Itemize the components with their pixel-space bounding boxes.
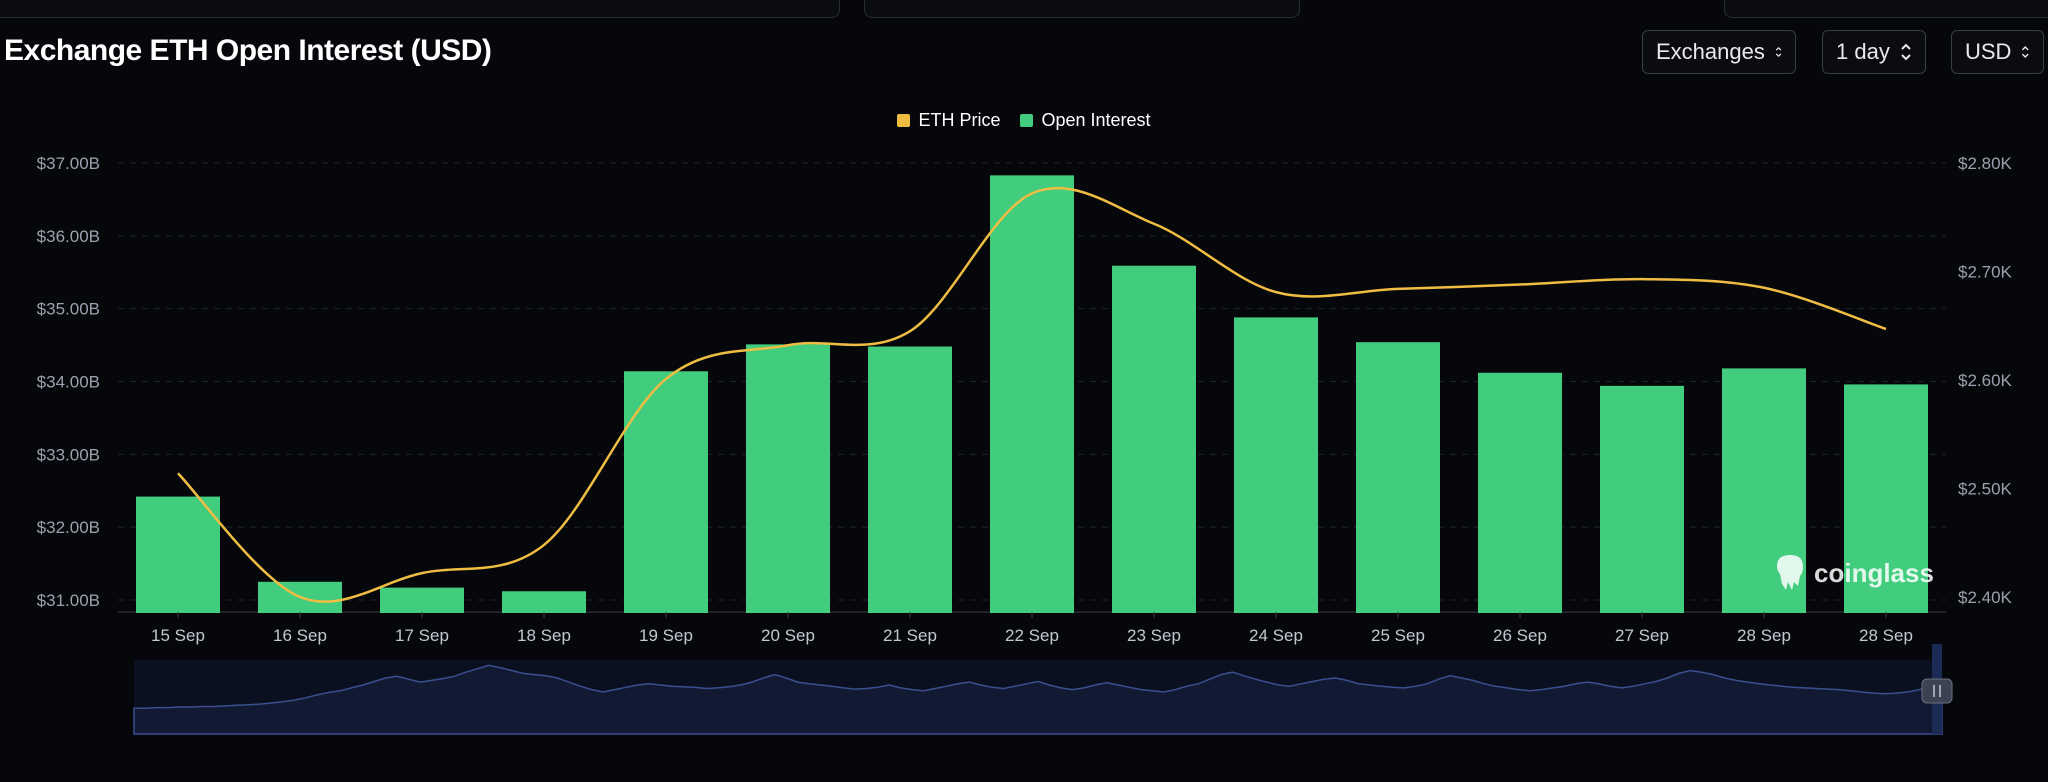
x-tick-label: 21 Sep xyxy=(883,626,937,645)
x-tick-label: 17 Sep xyxy=(395,626,449,645)
open-interest-bar xyxy=(624,371,708,613)
x-tick-label: 28 Sep xyxy=(1859,626,1913,645)
interval-select[interactable]: 1 day xyxy=(1822,30,1926,74)
y-right-tick-label: $2.80K xyxy=(1958,154,2013,173)
top-card-1 xyxy=(0,0,840,18)
open-interest-bar xyxy=(1112,265,1196,613)
page-title: Exchange ETH Open Interest (USD) xyxy=(4,34,492,67)
y-left-tick-label: $34.00B xyxy=(37,373,100,392)
x-tick-label: 16 Sep xyxy=(273,626,327,645)
interval-select-label: 1 day xyxy=(1836,39,1890,64)
open-interest-bar xyxy=(502,591,586,613)
open-interest-bar xyxy=(868,346,952,613)
legend-item-eth-price[interactable]: ETH Price xyxy=(897,110,1000,131)
y-left-tick-label: $33.00B xyxy=(37,445,100,464)
x-tick-label: 15 Sep xyxy=(151,626,205,645)
y-right-tick-label: $2.50K xyxy=(1958,480,2013,499)
x-tick-label: 20 Sep xyxy=(761,626,815,645)
y-right-tick-label: $2.60K xyxy=(1958,371,2013,390)
x-tick-label: 19 Sep xyxy=(639,626,693,645)
coinglass-logo-icon xyxy=(1777,555,1803,590)
x-tick-label: 28 Sep xyxy=(1737,626,1791,645)
open-interest-bar xyxy=(990,175,1074,614)
open-interest-chart: $31.00B $32.00B $33.00B $34.00B $35.00B $36.0… xyxy=(37,154,2013,735)
currency-select-label: USD xyxy=(1965,39,2012,64)
y-left-tick-label: $32.00B xyxy=(37,518,100,537)
x-tick-label: 18 Sep xyxy=(517,626,571,645)
open-interest-bar xyxy=(380,587,464,613)
open-interest-bar xyxy=(1844,384,1928,613)
currency-select[interactable]: USD xyxy=(1951,30,2044,74)
top-card-2 xyxy=(864,0,1300,18)
top-card-3 xyxy=(1724,0,2048,18)
sort-chevron-icon xyxy=(1901,43,1911,61)
open-interest-bar xyxy=(1600,385,1684,613)
y-left-tick-label: $37.00B xyxy=(37,154,100,173)
y-right-tick-label: $2.70K xyxy=(1958,263,2013,282)
sort-chevron-icon xyxy=(2022,46,2030,58)
x-tick-label: 23 Sep xyxy=(1127,626,1181,645)
legend-swatch-open-interest xyxy=(1020,114,1034,127)
legend-swatch-eth-price xyxy=(897,114,911,127)
navigator-area xyxy=(133,664,1943,735)
navigator-handle xyxy=(1921,678,1953,704)
x-tick-label: 26 Sep xyxy=(1493,626,1547,645)
x-tick-label: 24 Sep xyxy=(1249,626,1303,645)
x-tick-label: 27 Sep xyxy=(1615,626,1669,645)
y-right-tick-label: $2.40K xyxy=(1958,588,2013,607)
chart-legend: ETH Price Open Interest xyxy=(0,110,2048,131)
open-interest-bar xyxy=(1234,317,1318,613)
y-left-tick-label: $36.00B xyxy=(37,227,100,246)
x-tick-label: 22 Sep xyxy=(1005,626,1059,645)
y-left-tick-label: $35.00B xyxy=(37,300,100,319)
open-interest-bar xyxy=(1356,342,1440,613)
legend-label-eth-price: ETH Price xyxy=(918,110,1001,130)
coinglass-watermark: coinglass xyxy=(1774,554,1934,592)
watermark-text: coinglass xyxy=(1814,557,1934,588)
exchanges-select-label: Exchanges xyxy=(1656,39,1765,64)
open-interest-bar xyxy=(136,496,220,613)
y-left-tick-label: $31.00B xyxy=(37,591,100,610)
sort-chevron-icon xyxy=(1775,46,1782,58)
exchanges-select[interactable]: Exchanges xyxy=(1642,30,1796,74)
legend-label-open-interest: Open Interest xyxy=(1041,110,1151,130)
eth-price-line xyxy=(177,187,1887,603)
x-tick-label: 25 Sep xyxy=(1371,626,1425,645)
open-interest-bar xyxy=(746,344,830,613)
legend-item-open-interest[interactable]: Open Interest xyxy=(1020,110,1151,131)
open-interest-bar xyxy=(1478,372,1562,613)
